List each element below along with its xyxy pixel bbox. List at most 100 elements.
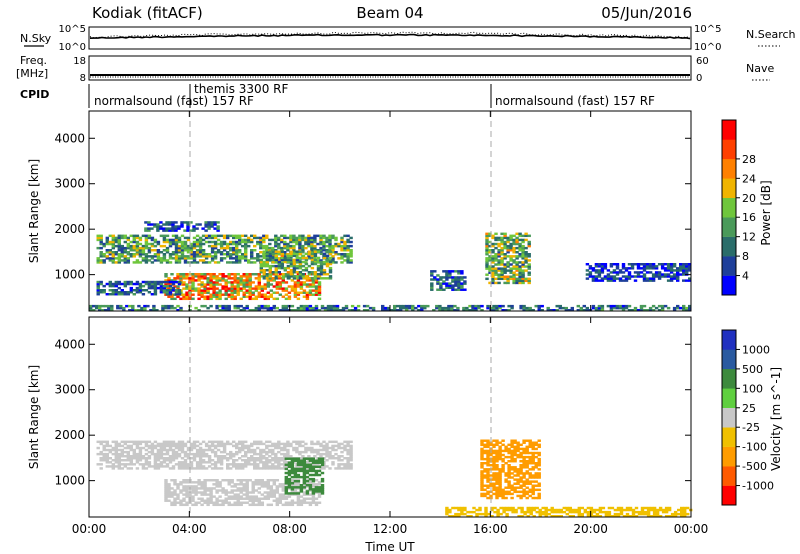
echo-cell [304,256,309,260]
echo-cell [219,461,224,464]
echo-cell [502,506,506,510]
echo-cell [511,506,515,510]
echo-cell [528,457,532,461]
echo-cell [257,499,262,502]
echo-cell [289,259,293,262]
echo-cell [156,242,161,246]
echo-cell [138,452,143,456]
echo-cell [203,304,207,308]
cpid-label: CPID [20,88,49,101]
echo-cell [299,285,304,288]
echo-cell [328,238,332,242]
echo-cell [275,503,280,507]
echo-cell [492,472,496,475]
echo-cell [296,291,301,294]
echo-cell [120,293,125,296]
echo-cell [631,508,636,512]
echo-cell [236,291,240,294]
echo-cell [164,495,168,498]
echo-cell [253,257,257,260]
echo-cell [531,480,535,483]
echo-cell [153,459,158,462]
echo-cell [238,261,242,264]
echo-cell [209,487,213,490]
echo-cell [521,238,525,242]
echo-cell [229,234,233,238]
echo-cell [153,293,158,296]
echo-cell [630,309,635,312]
echo-cell [304,269,309,272]
echo-cell [512,251,516,254]
echo-cell [233,273,237,276]
echo-cell [510,455,514,459]
echo-cell [485,234,489,238]
echo-cell [322,273,327,276]
echo-cell [168,221,172,224]
echo-cell [666,263,671,266]
echo-cell [117,255,122,258]
echo-cell [393,309,397,312]
echo-cell [621,304,626,308]
echo-cell [266,309,271,312]
echo-cell [304,240,308,244]
echo-cell [235,465,239,468]
echo-cell [207,457,212,460]
echo-cell [498,449,502,453]
echo-cell [314,293,319,296]
echo-cell [150,242,155,246]
echo-cell [195,461,200,464]
echo-cell [185,503,189,507]
echo-cell [438,309,442,312]
echo-cell [507,449,511,453]
echo-cell [512,279,516,283]
echo-cell [688,304,692,308]
echo-cell [219,242,224,246]
echo-cell [226,261,230,264]
echo-cell [296,501,301,504]
echo-cell [616,508,621,512]
echo-cell [509,277,513,281]
echo-cell [221,501,225,504]
echo-cell [343,457,347,460]
echo-cell [346,259,350,262]
echo-cell [215,306,219,310]
echo-cell [346,452,350,456]
echo-cell [493,506,497,510]
echo-cell [253,236,257,240]
echo-cell [226,244,230,248]
colorbar-swatch [722,388,736,408]
echo-cell [167,487,171,490]
echo-cell [287,482,292,485]
echo-cell [167,304,171,308]
echo-cell [349,244,353,248]
echo-cell [232,440,236,444]
echo-cell [251,485,255,488]
echo-cell [108,444,113,448]
echo-cell [316,440,320,444]
echo-cell [515,251,519,254]
echo-cell [304,252,309,256]
echo-cell [105,442,110,446]
echo-cell [218,277,222,280]
echo-cell [102,457,106,460]
echo-cell [601,510,606,514]
echo-cell [292,271,297,274]
echo-cell [123,282,128,286]
echo-cell [326,306,331,310]
echo-cell [222,455,227,458]
echo-cell [457,515,461,518]
echo-cell [531,466,535,469]
echo-cell [180,242,185,246]
echo-cell [89,304,93,308]
echo-cell [192,261,197,264]
echo-cell [625,506,630,510]
echo-cell [349,467,353,470]
echo-cell [485,265,489,268]
echo-cell [524,255,528,258]
echo-cell [307,238,311,242]
echo-cell [256,452,260,456]
echo-cell [227,479,231,482]
echo-cell [423,306,427,310]
echo-cell [257,304,262,308]
